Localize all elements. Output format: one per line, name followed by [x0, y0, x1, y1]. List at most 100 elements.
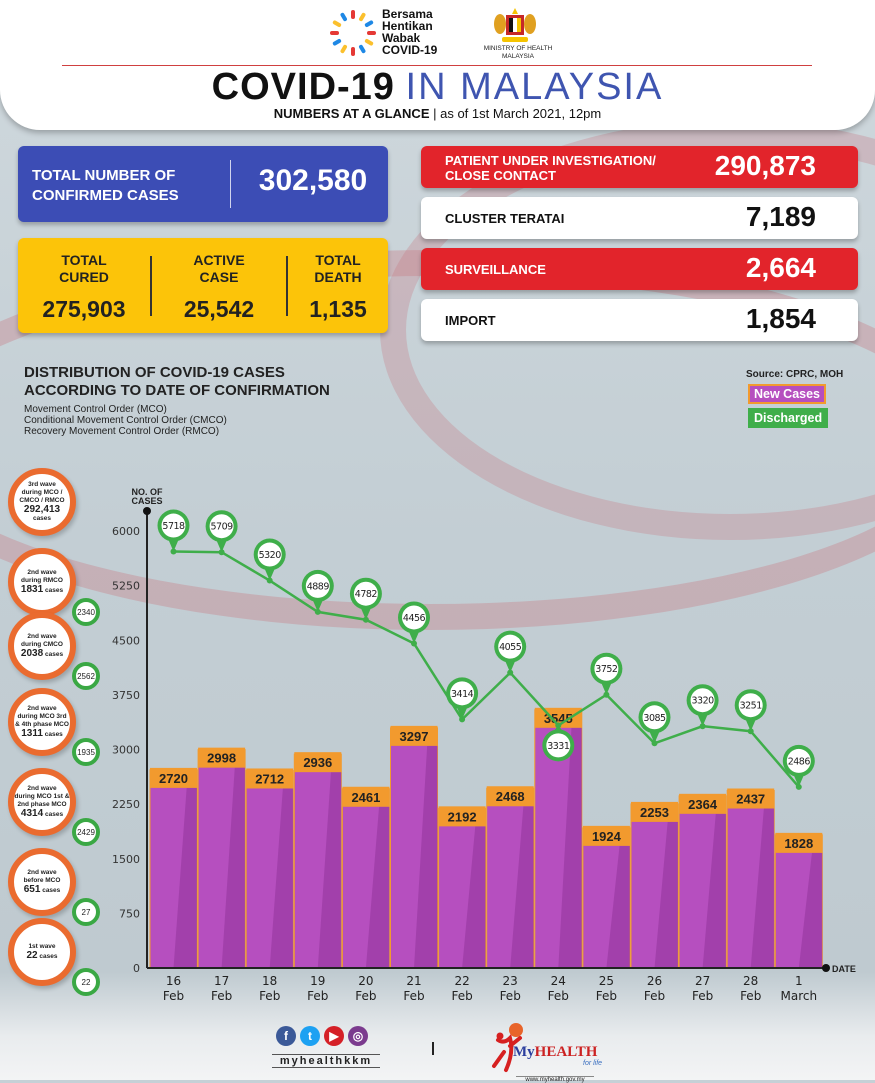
category-label: PATIENT UNDER INVESTIGATION/CLOSE CONTAC…: [445, 153, 656, 183]
discharged-pin-center: [642, 705, 667, 730]
discharged-pin-center: [353, 581, 378, 606]
discharged-point: [314, 608, 321, 615]
header: Bersama Hentikan Wabak COVID-19 MINISTRY…: [0, 0, 875, 130]
case-status-card: TOTAL CURED 275,903 ACTIVE CASE 25,542 TOT…: [18, 238, 388, 333]
x-tick-label: Feb: [163, 989, 184, 1003]
x-tick-label: 17: [214, 974, 229, 988]
discharged-point: [651, 740, 658, 747]
x-tick-label: Feb: [644, 989, 665, 1003]
legend-new-cases: New Cases: [748, 384, 827, 404]
discharged-value-label: 2486: [788, 756, 811, 767]
page-subtitle: NUMBERS AT A GLANCE | as of 1st March 20…: [273, 106, 602, 121]
x-tick-label: 25: [599, 974, 614, 988]
wave-circle: 2nd wave before MCO 651 cases: [8, 848, 76, 916]
bar-value-label: 1924: [592, 829, 622, 844]
x-tick-label: 1: [795, 974, 803, 988]
y-tick-label: 3750: [112, 689, 140, 702]
x-tick-label: 19: [310, 974, 325, 988]
bar-label-bg: [727, 788, 775, 809]
discharged-point: [699, 723, 706, 730]
x-tick-label: Feb: [451, 989, 472, 1003]
discharged-pin-center: [305, 573, 330, 598]
discharged-line: [173, 550, 800, 788]
category-cluster-teratai: CLUSTER TERATAI 7,189: [421, 197, 858, 239]
youtube-icon[interactable]: ▶: [324, 1026, 344, 1046]
divider: [286, 256, 288, 316]
discharged-pin-center: [738, 693, 763, 718]
legend-discharged: Discharged: [748, 408, 829, 428]
wave-label: 2nd phase MCO: [17, 801, 67, 808]
bar-shade: [173, 787, 197, 968]
wave-label: during MCO 1st &: [14, 793, 70, 800]
discharged-point: [555, 722, 562, 729]
discharged-value-label: 5709: [211, 522, 234, 533]
y-tick-label: 4500: [112, 634, 140, 647]
wave-circle: 1st wave 22 cases: [8, 918, 76, 986]
x-tick-label: 27: [695, 974, 710, 988]
page-title: COVID-19 IN MALAYSIA: [211, 66, 664, 108]
wave-label: 3rd wave: [28, 481, 56, 488]
category-surveillance: SURVEILLANCE 2,664: [421, 248, 858, 290]
wave-label: during RMCO: [21, 577, 63, 584]
instagram-icon[interactable]: ◎: [348, 1026, 368, 1046]
chart-title: DISTRIBUTION OF COVID-19 CASES ACCORDING…: [24, 364, 330, 399]
bar-value-label: 2461: [351, 790, 380, 805]
bar-value-label: 2437: [736, 792, 765, 807]
wave-discharged-badge: 22: [72, 968, 100, 996]
myhealth-tagline: for life: [583, 1060, 603, 1067]
bar-label-bg: [582, 825, 630, 846]
bar-label-bg: [246, 768, 294, 789]
wave-label: before MCO: [23, 877, 61, 884]
discharged-point: [266, 577, 273, 584]
wave-label: 2nd wave: [27, 705, 57, 712]
x-tick-label: Feb: [692, 989, 713, 1003]
y-tick-label: 5250: [112, 580, 140, 593]
bar-shade: [606, 845, 630, 968]
facebook-icon[interactable]: f: [276, 1026, 296, 1046]
discharged-value-label: 3414: [451, 689, 474, 700]
myhealth-brand: MyHEALTH: [513, 1044, 598, 1060]
wave-label: & 4th phase MCO: [15, 721, 69, 728]
discharged-value-label: 3752: [595, 664, 618, 675]
y-axis-label: NO. OF: [132, 487, 164, 497]
category-label: CLUSTER TERATAI: [445, 211, 565, 226]
chart-notes: Movement Control Order (MCO) Conditional…: [24, 404, 227, 437]
wave-discharged-badge: 27: [72, 898, 100, 926]
myhealth-logo-icon: [492, 1023, 523, 1072]
wave-label: 1st wave: [28, 943, 56, 950]
y-axis-end-dot: [143, 507, 151, 515]
wave-label: during CMCO: [21, 641, 63, 648]
discharged-point: [747, 728, 754, 735]
x-axis-label: DATE: [832, 964, 856, 974]
category-label: SURVEILLANCE: [445, 262, 546, 277]
active-case-value: 25,542: [183, 296, 255, 322]
bar-label-bg: [486, 786, 534, 807]
bar-label-bg: [631, 801, 678, 822]
x-tick-label: 16: [166, 974, 181, 988]
category-label: IMPORT: [445, 313, 496, 328]
bar-value-label: 2253: [640, 805, 669, 820]
footer: f t ▶ ◎ myhealthkkm MyHEALTH for life ww…: [0, 1018, 875, 1083]
discharged-value-label: 5320: [259, 550, 282, 561]
discharged-pin-center: [594, 656, 619, 681]
wave-count: 651 cases: [23, 884, 61, 895]
category-value: 2,664: [745, 252, 816, 283]
bar-value-label: 2712: [255, 771, 284, 786]
discharged-point: [218, 549, 225, 556]
category-value: 290,873: [714, 150, 816, 181]
active-case: ACTIVE CASE 25,542: [158, 252, 280, 323]
discharged-value-label: 4889: [307, 581, 330, 592]
bar-shade: [558, 727, 582, 968]
y-tick-label: 0: [133, 962, 140, 975]
bar-shade: [269, 788, 294, 968]
bar-label-bg: [342, 786, 390, 807]
bar-label-bg: [775, 832, 823, 853]
bar-value-label: 2720: [159, 771, 188, 786]
footer-divider: [432, 1042, 434, 1055]
bar-shade: [365, 806, 390, 968]
x-tick-label: Feb: [403, 989, 424, 1003]
bar-value-label: 1828: [784, 836, 813, 851]
wave-label: 2nd wave: [27, 569, 57, 576]
twitter-icon[interactable]: t: [300, 1026, 320, 1046]
